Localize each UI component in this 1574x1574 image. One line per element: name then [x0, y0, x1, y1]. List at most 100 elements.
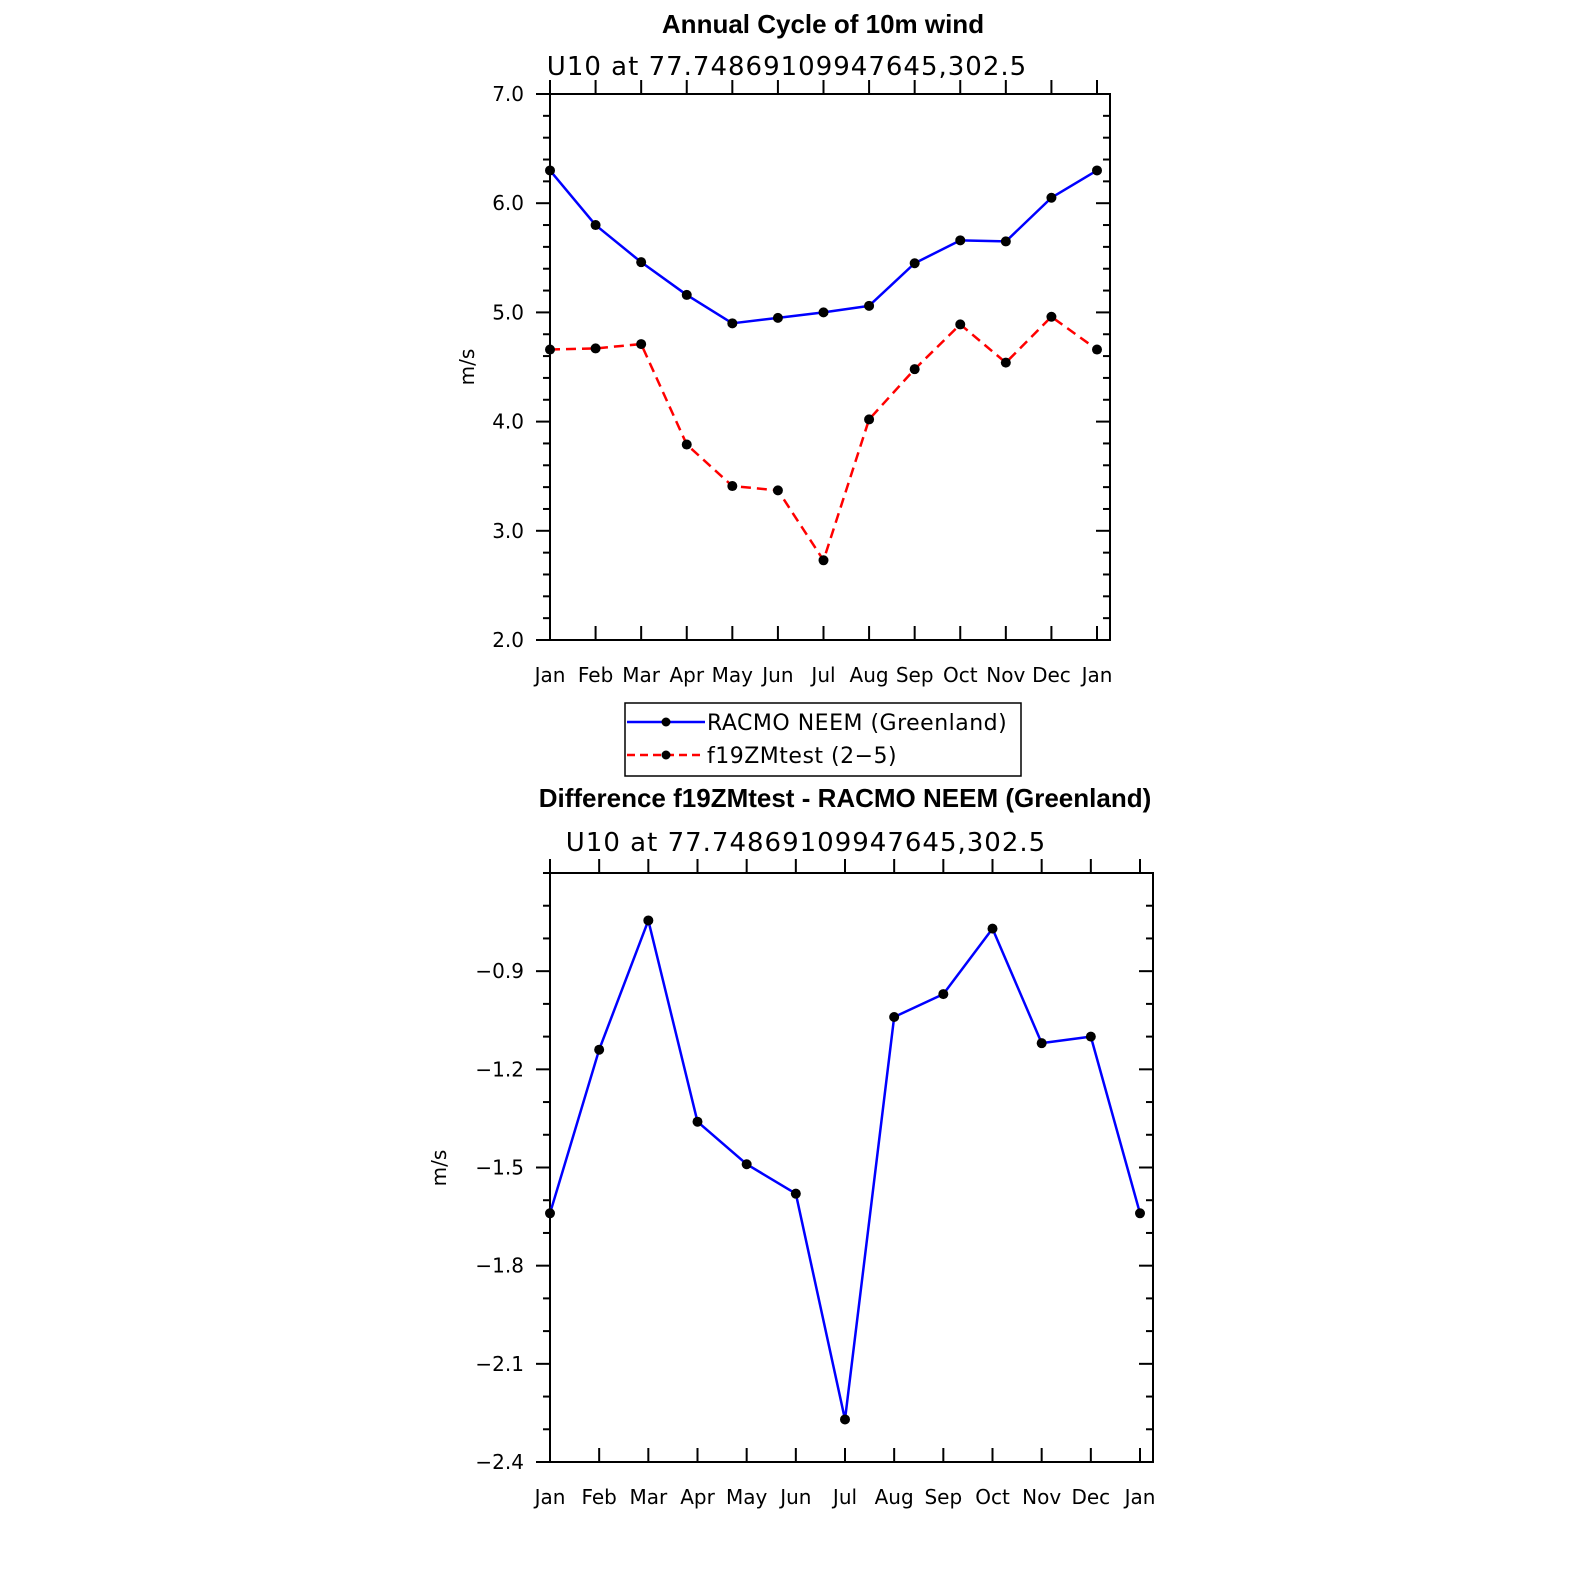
panel1-tick-labels: Jan Feb Mar Apr May Jun Jul Aug Sep Oct Nov Dec Jan 2… [492, 82, 1112, 687]
panel1-xtick-label: Sep [896, 663, 934, 687]
panel2-series-0-point [790, 1188, 801, 1199]
panel1-xtick-label: Aug [850, 663, 889, 687]
panel1-series-1-point [636, 339, 647, 350]
panel1-xtick-label: Nov [986, 663, 1025, 687]
panel2-xtick-label: May [726, 1485, 768, 1509]
panel2-ytick-label: −1.8 [475, 1254, 524, 1278]
panel1-series-1-point [545, 344, 555, 355]
panel2-xtick-label: Jun [778, 1485, 811, 1509]
panel2-xtick-label: Aug [875, 1485, 914, 1509]
panel2-ytick-label: −2.4 [475, 1450, 524, 1474]
panel1-ytick-label: 5.0 [492, 300, 524, 324]
legend-marker-racmo [661, 717, 671, 727]
panel1-axes [536, 80, 1111, 641]
panel1-xtick-label: Mar [622, 663, 661, 687]
panel2-ytick-label: −1.5 [475, 1156, 524, 1180]
panel2-subtitle: U10 at 77.74869109947645,302.5 [566, 828, 1046, 858]
panel1-xtick-label: Apr [669, 663, 704, 687]
panel2-series-0-point [1036, 1038, 1047, 1049]
panel1-ytick-label: 7.0 [492, 82, 524, 106]
panel1-series-0-point [727, 318, 738, 329]
panel1-series-line-0 [549, 169, 1098, 325]
panel1-xtick-label: Jul [809, 663, 835, 687]
panel2-series-0-point [1085, 1031, 1096, 1042]
panel1-series-1-point [1046, 311, 1057, 322]
panel1-series-1-point [955, 319, 966, 330]
panel2-ytick-label: −2.1 [475, 1352, 524, 1376]
panel2-xtick-label: Feb [581, 1485, 616, 1509]
panel2-series-0-point [938, 989, 949, 1000]
panel2-xtick-label: Jul [831, 1485, 857, 1509]
panel2-series-0-point [840, 1414, 850, 1425]
panel2-xtick-label: Sep [924, 1485, 962, 1509]
panel1-series-0-point [772, 312, 783, 323]
panel1-xtick-label: Jun [760, 663, 793, 687]
panel1-xtick-label: Dec [1032, 663, 1071, 687]
panel1-ylabel: m/s [455, 349, 479, 386]
legend-label-racmo: RACMO NEEM (Greenland) [707, 711, 1007, 736]
panel1-series-0-point [1000, 236, 1011, 247]
panel1-series-line-1 [549, 315, 1098, 562]
annual-cycle-panel: Annual Cycle of 10m wind U10 at 77.74869… [455, 9, 1112, 777]
panel2-series-0-point [692, 1116, 703, 1127]
panel2-series-0-point [545, 1208, 555, 1219]
panel1-ytick-label: 2.0 [492, 628, 524, 652]
panel1-series-0-point [590, 220, 601, 231]
panel2-series-0-point [741, 1159, 752, 1170]
panel2-series-line-0 [548, 919, 1142, 1421]
panel2-ytick-label: −0.9 [475, 959, 524, 983]
panel2-axes [536, 859, 1154, 1463]
panel2-xtick-label: Mar [629, 1485, 668, 1509]
panel1-xtick-label: May [712, 663, 754, 687]
panel1-xtick-label: Jan [533, 663, 566, 687]
legend: RACMO NEEM (Greenland) f19ZMtest (2−5) [624, 702, 1022, 777]
panel2-ylabel: m/s [427, 1150, 451, 1187]
panel1-series-1-point [1092, 344, 1102, 355]
panel1-series-0-point [818, 307, 829, 318]
legend-box [624, 702, 1022, 777]
panel1-series-0-point [545, 165, 555, 176]
panel1-series-1-point [590, 343, 601, 354]
panel2-title: Difference f19ZMtest - RACMO NEEM (Green… [539, 783, 1152, 813]
panel1-plot-frame [549, 93, 1111, 641]
panel2-series-0-point [1135, 1208, 1145, 1219]
panel1-subtitle: U10 at 77.74869109947645,302.5 [547, 52, 1027, 82]
panel1-title: Annual Cycle of 10m wind [662, 9, 984, 39]
panel2-tick-labels: Jan Feb Mar Apr May Jun Jul Aug Sep Oct Nov Dec Jan−… [475, 959, 1155, 1509]
panel1-series-1-point [864, 414, 875, 425]
panel1-xtick-label: Feb [578, 663, 613, 687]
panel1-series-1-point [1000, 357, 1011, 368]
panel1-series-0-point [636, 257, 647, 268]
panel1-series-1-point [681, 439, 692, 450]
panel1-series-0-point [681, 289, 692, 300]
panel1-series-0-point [1046, 192, 1057, 203]
legend-label-f19: f19ZMtest (2−5) [707, 744, 897, 769]
panel1-series-1-point [818, 555, 829, 566]
panel1-series [545, 165, 1102, 566]
panel1-series-1-point [909, 364, 920, 375]
panel1-series-0-point [864, 300, 875, 311]
legend-marker-f19 [661, 750, 671, 760]
panel2-xtick-label: Jan [1123, 1485, 1156, 1509]
panel1-series-0-point [1092, 165, 1102, 176]
panel2-xtick-label: Oct [975, 1485, 1010, 1509]
panel1-ytick-label: 3.0 [492, 519, 524, 543]
panel2-xtick-label: Nov [1022, 1485, 1061, 1509]
panel2-xtick-label: Dec [1071, 1485, 1110, 1509]
panel2-series-0-point [889, 1011, 900, 1022]
panel1-series-1-point [727, 481, 738, 492]
panel2-ytick-label: −1.2 [475, 1057, 524, 1081]
panel1-xtick-label: Jan [1080, 663, 1113, 687]
panel2-series-0-point [643, 915, 654, 926]
panel1-series-0-point [955, 235, 966, 246]
difference-panel: Difference f19ZMtest - RACMO NEEM (Green… [427, 783, 1155, 1509]
panel1-ytick-label: 6.0 [492, 191, 524, 215]
panel1-series-1-point [772, 485, 783, 496]
panel2-xtick-label: Jan [533, 1485, 566, 1509]
panel1-xtick-label: Oct [943, 663, 978, 687]
panel2-xtick-label: Apr [680, 1485, 715, 1509]
panel1-ytick-label: 4.0 [492, 410, 524, 434]
panel1-series-0-point [909, 258, 920, 269]
panel2-series-0-point [987, 923, 998, 934]
